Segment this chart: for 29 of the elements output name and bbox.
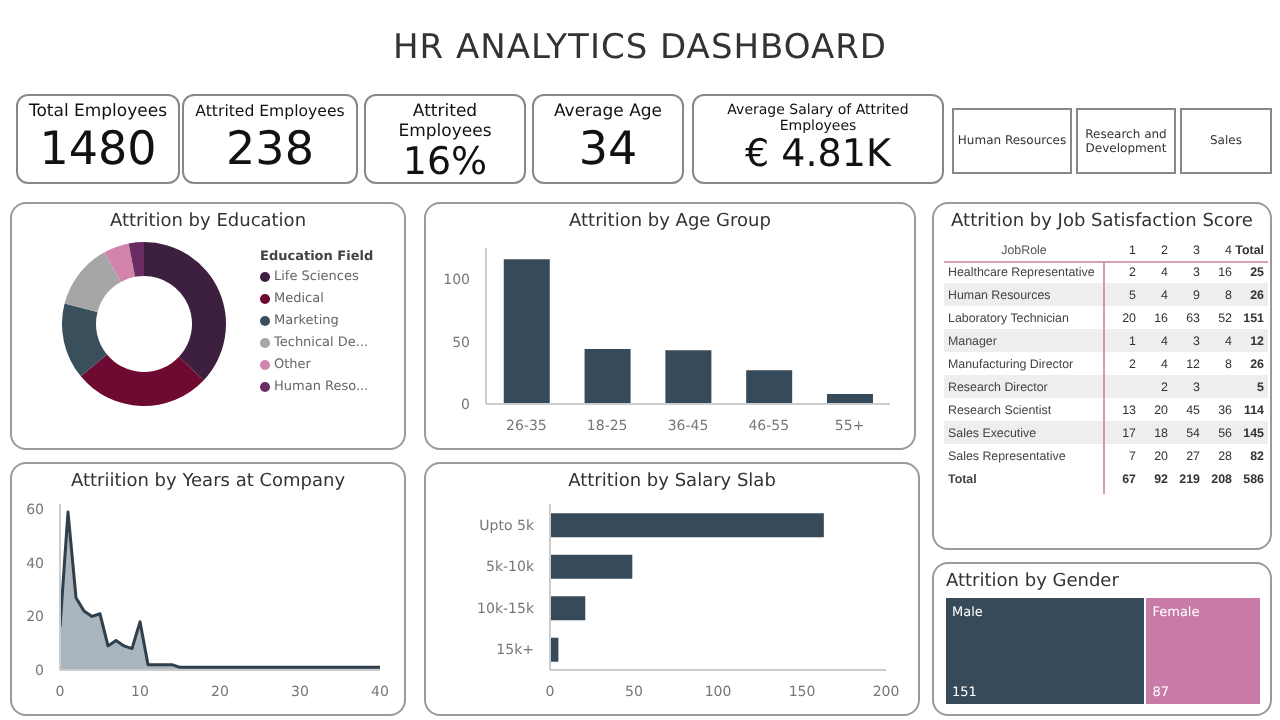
- donut-slice: [62, 303, 108, 377]
- chart-title: Attrition by Job Satisfaction Score: [949, 210, 1255, 232]
- bar: [550, 554, 633, 579]
- bar: [826, 394, 873, 404]
- donut-slice: [104, 243, 136, 282]
- chart-title: Attrition by Education: [107, 210, 309, 232]
- chart-title: Attrition by Salary Slab: [566, 470, 778, 492]
- bar: [503, 259, 550, 404]
- text: 16%: [402, 140, 488, 184]
- donut-slice: [144, 242, 226, 381]
- category-label: Average Age: [551, 102, 665, 122]
- category-label: Attrited Employees: [396, 102, 494, 142]
- text: HR ANALYTICS DASHBOARD: [390, 28, 889, 68]
- chart-title: Attriition by Years at Company: [68, 470, 348, 492]
- text: Attrition by Gender: [944, 570, 1121, 592]
- text: € 4.81K: [745, 132, 891, 176]
- text: 1480: [39, 124, 157, 176]
- text: 238: [226, 124, 314, 176]
- category-label: Total Employees: [26, 102, 170, 122]
- text: 34: [578, 124, 638, 176]
- donut-slice: [64, 252, 121, 313]
- donut-slice: [80, 354, 204, 406]
- bar: [746, 370, 793, 404]
- chart-title: Attrition by Age Group: [567, 210, 773, 232]
- bar: [584, 349, 631, 404]
- donut-slice: [128, 242, 144, 277]
- bar: [550, 513, 824, 538]
- bar: [665, 350, 712, 404]
- bar: [550, 596, 586, 621]
